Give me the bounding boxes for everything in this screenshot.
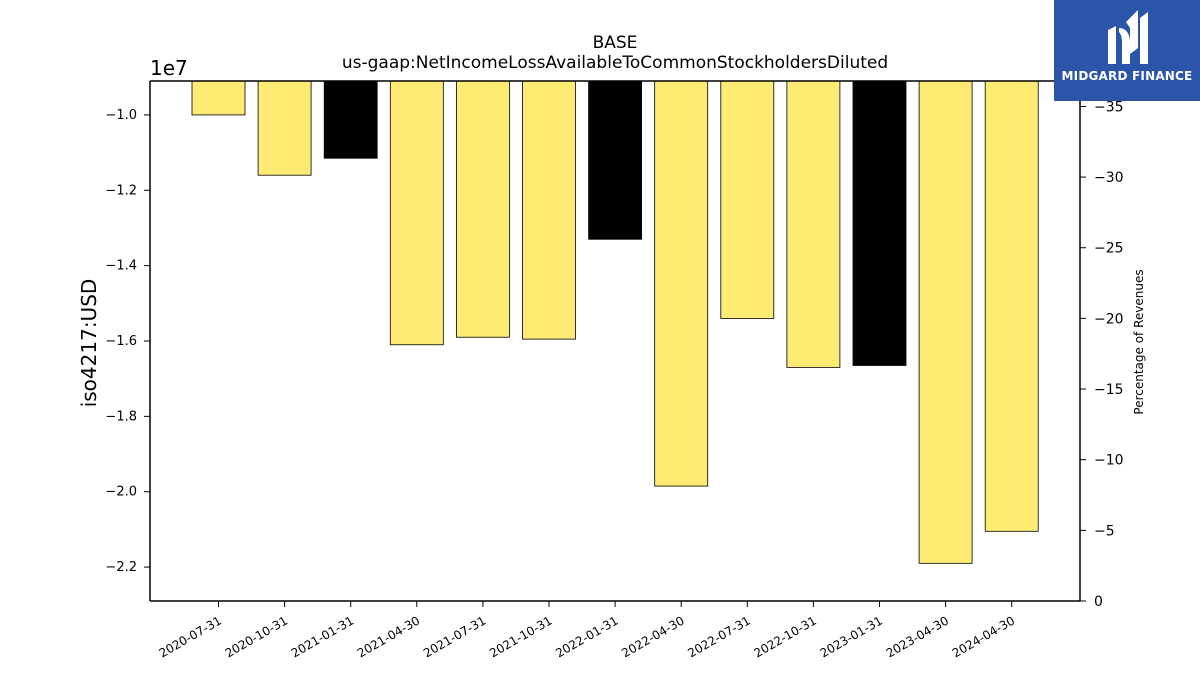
x-tick-label: 2021-01-31 [289, 613, 356, 660]
brand-name: MIDGARD FINANCE [1061, 69, 1193, 83]
brand-logo: MIDGARD FINANCE [1054, 0, 1200, 101]
x-tick-label: 2022-07-31 [685, 613, 752, 660]
chart-title: BASE [593, 33, 638, 53]
y-offset-label: 1e7 [150, 56, 188, 80]
x-tick-label: 2023-01-31 [818, 613, 885, 660]
y2-tick-label: 0 [1094, 594, 1103, 610]
y-tick-label: −1.0 [105, 108, 137, 123]
bar [918, 80, 973, 564]
bar [522, 80, 576, 340]
y-tick-label: −2.0 [105, 485, 137, 500]
x-tick-label: 2021-07-31 [421, 613, 488, 660]
bar [984, 80, 1039, 532]
bar [852, 80, 907, 366]
bar [323, 80, 378, 159]
x-tick-label: 2024-04-30 [950, 613, 1017, 660]
y2-tick-label: −25 [1094, 241, 1124, 257]
y-axis-label: iso4217:USD [77, 279, 101, 408]
y2-tick-label: −5 [1094, 523, 1115, 539]
chart-subtitle: us-gaap:NetIncomeLossAvailableToCommonSt… [342, 53, 888, 73]
x-tick-label: 2022-10-31 [751, 613, 818, 660]
midgard-logo-icon [1108, 10, 1148, 64]
bar [455, 80, 510, 338]
y2-tick-label: −35 [1094, 99, 1124, 115]
bar [720, 80, 775, 319]
y-tick-label: −2.2 [105, 560, 137, 575]
y2-tick-label: −10 [1094, 453, 1124, 469]
y-tick-label: −1.6 [105, 334, 137, 349]
x-tick-label: 2020-07-31 [157, 613, 224, 660]
y2-axis-label: Percentage of Revenues [1132, 269, 1146, 414]
y2-tick-label: −20 [1094, 311, 1124, 327]
x-tick-label: 2022-01-31 [553, 613, 620, 660]
x-tick-label: 2020-10-31 [223, 613, 290, 660]
bar [786, 80, 841, 368]
y-tick-label: −1.8 [105, 409, 137, 424]
x-tick-label: 2021-04-30 [355, 613, 422, 660]
bar [588, 80, 642, 240]
y-tick-label: −1.2 [105, 183, 137, 198]
bar [257, 80, 312, 176]
y-tick-label: −1.4 [105, 259, 137, 274]
x-tick-label: 2022-04-30 [619, 613, 686, 660]
y2-tick-label: −30 [1094, 170, 1124, 186]
x-tick-label: 2023-04-30 [884, 613, 951, 660]
x-tick-label: 2021-10-31 [487, 613, 554, 660]
bar [389, 80, 444, 346]
y2-tick-label: −15 [1094, 382, 1124, 398]
bar [654, 80, 709, 487]
bar [191, 80, 246, 116]
